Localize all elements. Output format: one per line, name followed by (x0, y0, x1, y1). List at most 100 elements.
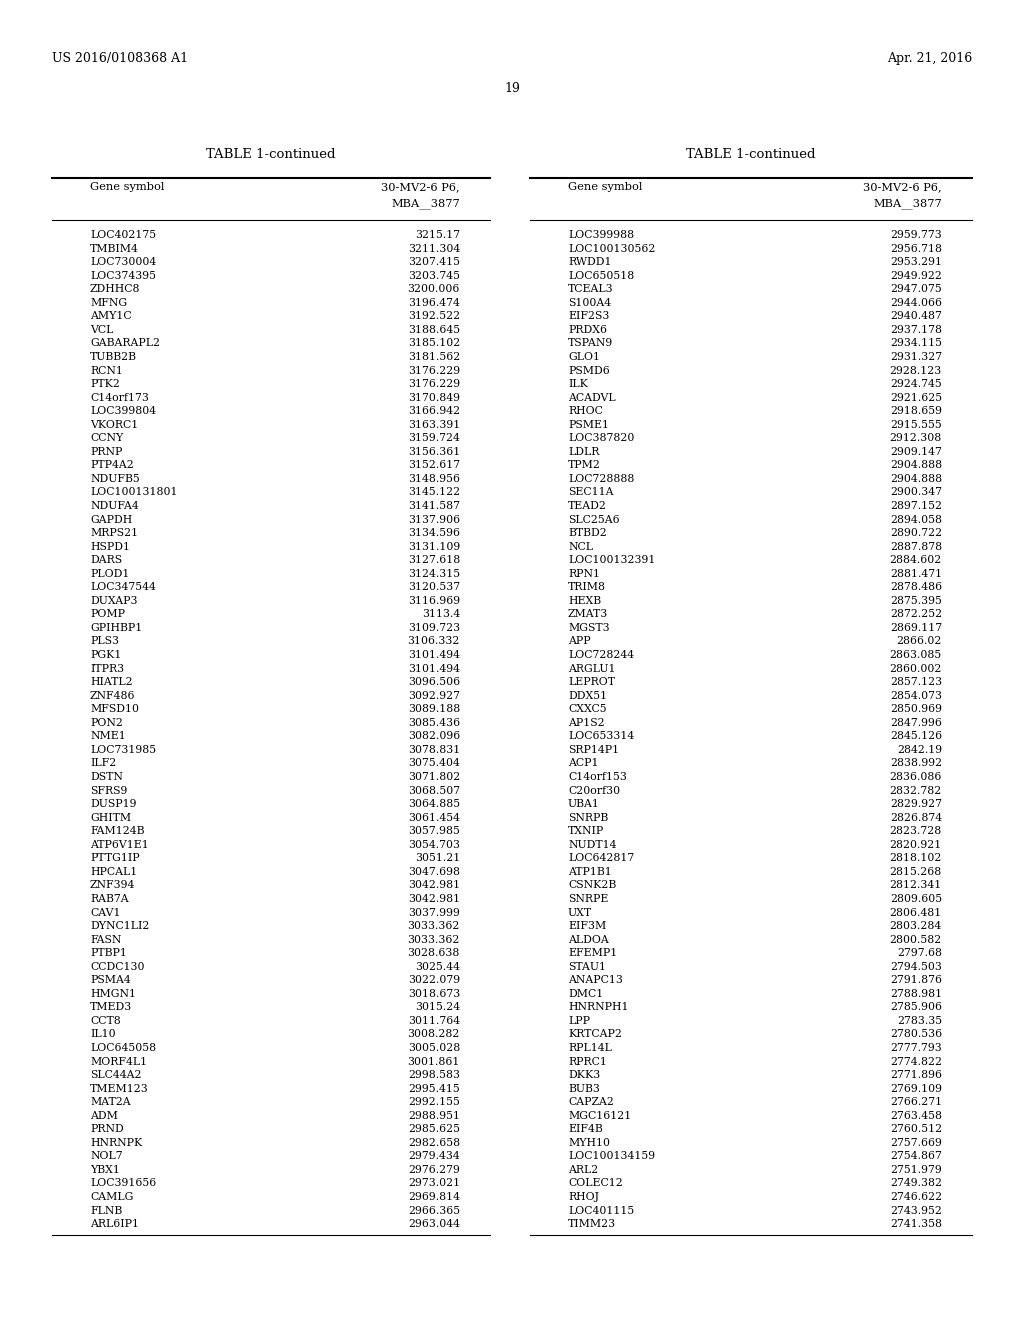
Text: 3106.332: 3106.332 (408, 636, 460, 647)
Text: 2976.279: 2976.279 (409, 1166, 460, 1175)
Text: DYNC1LI2: DYNC1LI2 (90, 921, 150, 931)
Text: MBA__3877: MBA__3877 (873, 198, 942, 209)
Text: LOC100134159: LOC100134159 (568, 1151, 655, 1162)
Text: EIF3M: EIF3M (568, 921, 606, 931)
Text: 2774.822: 2774.822 (890, 1056, 942, 1067)
Text: 2973.021: 2973.021 (408, 1179, 460, 1188)
Text: SFRS9: SFRS9 (90, 785, 127, 796)
Text: CCT8: CCT8 (90, 1016, 121, 1026)
Text: DSTN: DSTN (90, 772, 123, 781)
Text: 2872.252: 2872.252 (890, 610, 942, 619)
Text: 3101.494: 3101.494 (408, 649, 460, 660)
Text: 2875.395: 2875.395 (890, 595, 942, 606)
Text: DUSP19: DUSP19 (90, 799, 136, 809)
Text: SNRPE: SNRPE (568, 894, 608, 904)
Text: 2751.979: 2751.979 (890, 1166, 942, 1175)
Text: 2969.814: 2969.814 (408, 1192, 460, 1203)
Text: LOC100131801: LOC100131801 (90, 487, 177, 498)
Text: CXXC5: CXXC5 (568, 705, 606, 714)
Text: TXNIP: TXNIP (568, 826, 604, 836)
Text: LOC728888: LOC728888 (568, 474, 635, 484)
Text: 2909.147: 2909.147 (890, 446, 942, 457)
Text: NDUFA4: NDUFA4 (90, 502, 138, 511)
Text: 3145.122: 3145.122 (408, 487, 460, 498)
Text: 2857.123: 2857.123 (890, 677, 942, 688)
Text: MGC16121: MGC16121 (568, 1110, 631, 1121)
Text: GPIHBP1: GPIHBP1 (90, 623, 142, 634)
Text: HMGN1: HMGN1 (90, 989, 136, 999)
Text: 3120.537: 3120.537 (408, 582, 460, 593)
Text: 2829.927: 2829.927 (890, 799, 942, 809)
Text: LOC730004: LOC730004 (90, 257, 157, 267)
Text: 3124.315: 3124.315 (408, 569, 460, 578)
Text: BTBD2: BTBD2 (568, 528, 607, 539)
Text: DARS: DARS (90, 556, 122, 565)
Text: VKORC1: VKORC1 (90, 420, 138, 430)
Text: 2836.086: 2836.086 (890, 772, 942, 781)
Text: 2921.625: 2921.625 (890, 392, 942, 403)
Text: 2812.341: 2812.341 (890, 880, 942, 891)
Text: CCDC130: CCDC130 (90, 962, 144, 972)
Text: PRND: PRND (90, 1125, 124, 1134)
Text: PTTG1IP: PTTG1IP (90, 853, 139, 863)
Text: 2749.382: 2749.382 (890, 1179, 942, 1188)
Text: NDUFB5: NDUFB5 (90, 474, 139, 484)
Text: UXT: UXT (568, 908, 592, 917)
Text: 3011.764: 3011.764 (408, 1016, 460, 1026)
Text: 3176.229: 3176.229 (408, 366, 460, 375)
Text: POMP: POMP (90, 610, 125, 619)
Text: 2860.002: 2860.002 (890, 664, 942, 673)
Text: 3075.404: 3075.404 (409, 759, 460, 768)
Text: LPP: LPP (568, 1016, 590, 1026)
Text: C14orf153: C14orf153 (568, 772, 627, 781)
Text: TMED3: TMED3 (90, 1002, 132, 1012)
Text: 2887.878: 2887.878 (890, 541, 942, 552)
Text: 2809.605: 2809.605 (890, 894, 942, 904)
Text: PGK1: PGK1 (90, 649, 122, 660)
Text: DMC1: DMC1 (568, 989, 603, 999)
Text: FAM124B: FAM124B (90, 826, 144, 836)
Text: LOC653314: LOC653314 (568, 731, 634, 742)
Text: 2966.365: 2966.365 (408, 1205, 460, 1216)
Text: LOC100130562: LOC100130562 (568, 244, 655, 253)
Text: 2995.415: 2995.415 (409, 1084, 460, 1094)
Text: Gene symbol: Gene symbol (90, 182, 165, 191)
Text: UBA1: UBA1 (568, 799, 600, 809)
Text: 2956.718: 2956.718 (890, 244, 942, 253)
Text: 3170.849: 3170.849 (408, 392, 460, 403)
Text: AP1S2: AP1S2 (568, 718, 604, 727)
Text: 2937.178: 2937.178 (890, 325, 942, 335)
Text: 2741.358: 2741.358 (890, 1220, 942, 1229)
Text: ITPR3: ITPR3 (90, 664, 124, 673)
Text: C20orf30: C20orf30 (568, 785, 621, 796)
Text: 2985.625: 2985.625 (408, 1125, 460, 1134)
Text: 3196.474: 3196.474 (409, 298, 460, 308)
Text: CAV1: CAV1 (90, 908, 121, 917)
Text: LEPROT: LEPROT (568, 677, 615, 688)
Text: 3042.981: 3042.981 (408, 894, 460, 904)
Text: LOC731985: LOC731985 (90, 744, 156, 755)
Text: KRTCAP2: KRTCAP2 (568, 1030, 622, 1039)
Text: TCEAL3: TCEAL3 (568, 284, 613, 294)
Text: ILK: ILK (568, 379, 588, 389)
Text: 3116.969: 3116.969 (408, 595, 460, 606)
Text: 3215.17: 3215.17 (415, 230, 460, 240)
Text: 2777.793: 2777.793 (890, 1043, 942, 1053)
Text: 3015.24: 3015.24 (415, 1002, 460, 1012)
Text: ARL2: ARL2 (568, 1166, 598, 1175)
Text: LOC399804: LOC399804 (90, 407, 156, 416)
Text: LOC645058: LOC645058 (90, 1043, 156, 1053)
Text: 2771.896: 2771.896 (890, 1071, 942, 1080)
Text: TABLE 1-continued: TABLE 1-continued (206, 148, 336, 161)
Text: 2842.19: 2842.19 (897, 744, 942, 755)
Text: 3047.698: 3047.698 (408, 867, 460, 876)
Text: VCL: VCL (90, 325, 114, 335)
Text: NOL7: NOL7 (90, 1151, 123, 1162)
Text: 2826.874: 2826.874 (890, 813, 942, 822)
Text: FASN: FASN (90, 935, 122, 945)
Text: 3127.618: 3127.618 (408, 556, 460, 565)
Text: 3005.028: 3005.028 (408, 1043, 460, 1053)
Text: 2854.073: 2854.073 (890, 690, 942, 701)
Text: 3152.617: 3152.617 (408, 461, 460, 470)
Text: 3054.703: 3054.703 (408, 840, 460, 850)
